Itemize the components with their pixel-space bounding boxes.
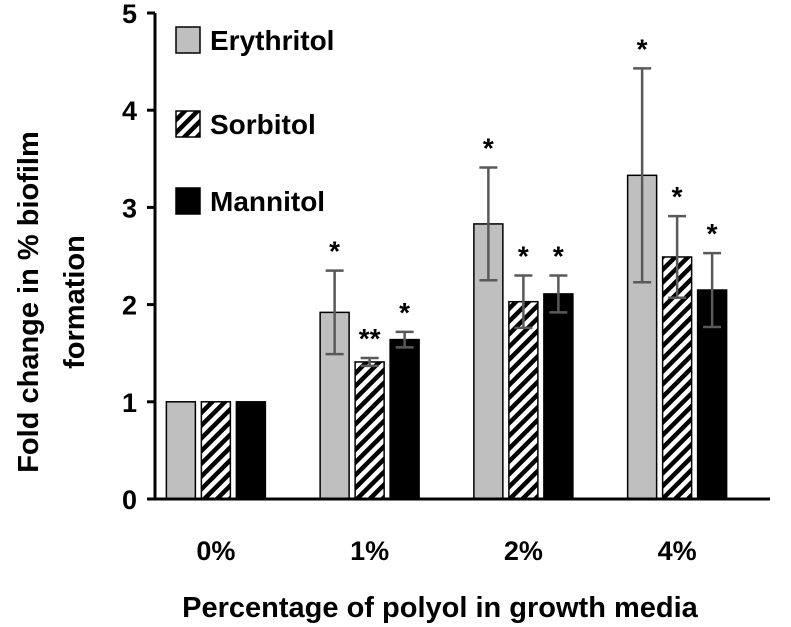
y-axis-title-line1: Fold change in % biofilm (13, 131, 45, 473)
significance-marker: ** (359, 323, 381, 354)
legend-swatch-erythritol (175, 26, 201, 54)
y-tick-label: 0 (122, 485, 137, 515)
significance-annotations-layer: ****** **** (329, 33, 718, 354)
legend-label-erythritol: Erythritol (210, 25, 334, 56)
y-axis-title: Fold change in % biofilm formation (13, 131, 91, 473)
bar-mannitol-1pct (389, 338, 420, 500)
y-tick-label: 2 (122, 291, 137, 321)
x-tick-label: 0% (196, 536, 235, 566)
x-ticks-layer: 0% 1% 2% 4% (196, 536, 696, 566)
legend-label-sorbitol: Sorbitol (210, 109, 316, 140)
error-bars-layer (325, 67, 722, 368)
significance-marker: * (637, 33, 648, 64)
y-axis-title-line2: formation (59, 235, 91, 369)
bars-layer (165, 174, 728, 500)
x-tick-label: 2% (504, 536, 543, 566)
bar-mannitol-0pct (235, 401, 267, 500)
y-tick-label: 4 (122, 96, 137, 126)
legend-label-mannitol: Mannitol (210, 186, 325, 217)
significance-marker: * (329, 236, 340, 267)
significance-marker: * (399, 297, 410, 328)
bar-mannitol-2pct (543, 293, 574, 500)
bar-sorbitol-0pct (200, 401, 232, 500)
significance-marker: * (553, 240, 564, 271)
legend: Erythritol Sorbitol Mannitol (175, 25, 334, 217)
significance-marker: * (518, 240, 529, 271)
significance-marker: * (483, 133, 494, 164)
axes-layer (153, 13, 770, 501)
bar-erythritol-0pct (165, 401, 197, 500)
legend-swatch-mannitol (175, 187, 201, 215)
x-tick-label: 4% (658, 536, 697, 566)
y-tick-label: 1 (122, 388, 137, 418)
y-ticks-layer: 0 1 2 3 4 5 (122, 0, 155, 515)
x-tick-label: 1% (350, 536, 389, 566)
x-axis-title: Percentage of polyol in growth media (182, 592, 698, 624)
bar-erythritol-1pct (319, 311, 350, 500)
y-tick-label: 5 (122, 0, 137, 29)
legend-swatch-sorbitol (175, 110, 201, 138)
bar-sorbitol-1pct (354, 361, 385, 500)
significance-marker: * (707, 218, 718, 249)
bar-sorbitol-2pct (508, 300, 539, 500)
significance-marker: * (672, 181, 683, 212)
y-tick-label: 3 (122, 193, 137, 223)
